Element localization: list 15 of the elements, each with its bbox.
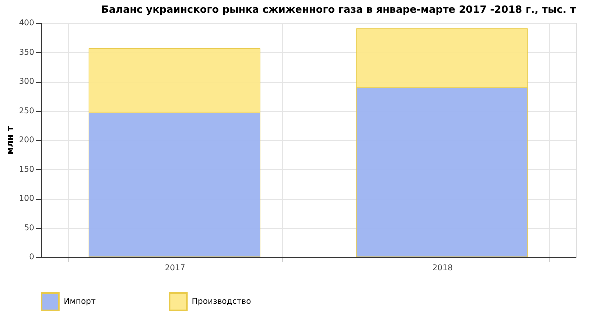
legend-label: Производство — [192, 296, 252, 306]
y-tick-label: 300 — [19, 77, 34, 86]
y-tick-label: 0 — [29, 252, 34, 262]
y-tick-label: 100 — [19, 194, 34, 203]
x-tick-label: 2017 — [165, 264, 186, 272]
chart-title: Баланс украинского рынка сжиженного газа в январе-марте 2017 -2018 г., тыс. т — [102, 5, 576, 16]
y-tick-label: 150 — [19, 164, 34, 174]
y-tick-label: 400 — [19, 18, 34, 28]
y-tick-label: 250 — [19, 106, 34, 116]
y-tick-label: 50 — [24, 223, 34, 232]
x-tick-label: 2018 — [432, 264, 453, 272]
y-tick-label: 200 — [19, 136, 34, 144]
y-tick-label: 350 — [19, 48, 34, 57]
legend-label: Импорт — [64, 296, 96, 306]
y-axis-title: млн т — [6, 125, 16, 155]
